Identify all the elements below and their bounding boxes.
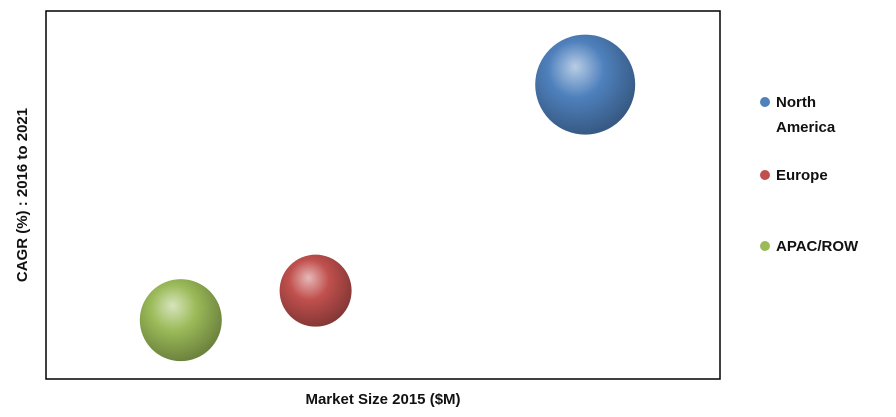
legend-label-north-america: North America: [776, 94, 836, 136]
x-axis-label: Market Size 2015 ($M): [305, 391, 460, 408]
legend-marker-europe: [760, 170, 770, 180]
legend-marker-apac-row: [760, 241, 770, 251]
legend: North America Europe APAC/ROW: [760, 94, 859, 255]
bubble-apac-row: [139, 279, 222, 362]
bubble-europe: [279, 254, 352, 327]
legend-label-apac-row: APAC/ROW: [776, 238, 859, 255]
y-axis-label: CAGR (%) : 2016 to 2021: [14, 108, 31, 282]
legend-marker-north-america: [760, 97, 770, 107]
bubble-layer: [139, 34, 636, 362]
bubble-north-america: [535, 34, 636, 135]
legend-label-europe: Europe: [776, 167, 828, 184]
